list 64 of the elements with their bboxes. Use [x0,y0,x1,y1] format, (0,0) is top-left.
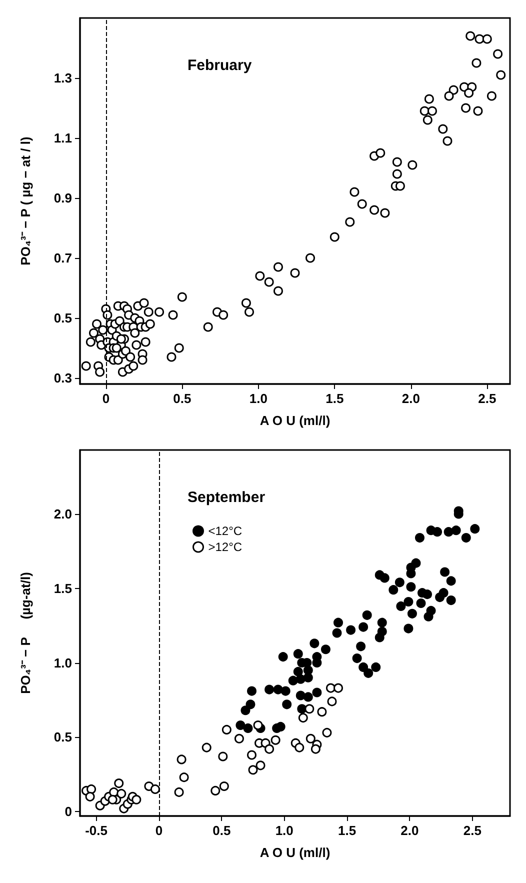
point [116,788,126,798]
point [218,752,228,762]
y-tick-label: 0 [64,804,72,820]
point [86,784,96,794]
point [310,744,320,754]
y-tick-label: 0.7 [54,250,72,266]
point [219,781,229,791]
point [327,696,337,706]
point [264,744,274,754]
x-axis-title: A O U (ml/l) [260,845,330,860]
x-tick-label: 0.5 [212,823,231,838]
x-tick-label: 2.5 [463,823,482,838]
annotation: September [188,489,266,506]
y-tick-label: 1.3 [54,70,72,86]
x-tick-label: 0 [155,823,163,838]
y-axis-title: PO₄³⁻ − P (µg-at/l) [18,572,33,694]
point [317,707,327,717]
y-tick-label: 1.0 [54,655,72,670]
x-tick-label: 1.0 [249,391,268,406]
x-tick-label: 0.5 [173,391,192,406]
y-tick-label: 2.0 [54,506,72,522]
point [253,720,263,730]
point [222,724,232,734]
y-tick-label: 1.5 [54,580,72,596]
x-tick-label: 2.0 [402,391,420,406]
y-tick-label: 0.5 [54,310,72,326]
y-tick-label: 0.3 [54,370,72,386]
x-tick-label: 1.5 [338,823,356,838]
y-tick-label: 0.9 [54,190,72,206]
x-tick-label: 1.0 [275,823,294,838]
y-tick-label: 0.5 [54,730,72,745]
x-tick-label: 2.5 [478,391,496,406]
point [108,794,118,804]
point [174,787,184,797]
point [248,765,258,775]
point [270,735,280,745]
legend-label: >12°C [208,540,242,554]
point [334,683,343,693]
point [176,754,186,764]
point [304,704,314,714]
point [85,792,95,802]
point [256,760,266,770]
x-tick-label: 1.5 [326,391,344,406]
point [298,713,308,723]
annotation: February [188,57,252,74]
x-tick-label: -0.5 [85,823,108,838]
point [202,742,212,752]
point [326,683,336,693]
point [234,734,244,744]
x-axis-title: A O U (ml/l) [260,413,330,428]
legend-label: <12°C [208,524,242,538]
point [210,786,220,796]
point [322,728,332,738]
y-axis-title: PO₄³⁻ − P ( µg − at / l) [18,136,33,266]
point [306,734,316,744]
point [114,778,124,788]
x-tick-label: 0 [102,391,110,406]
x-tick-label: 2.0 [400,823,419,838]
point [150,784,160,794]
point [247,750,256,760]
y-tick-label: 1.1 [54,130,72,146]
point [294,742,304,752]
point [179,772,189,782]
point [132,794,142,804]
